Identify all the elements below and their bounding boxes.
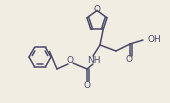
Text: O: O bbox=[83, 81, 90, 90]
Text: O: O bbox=[94, 5, 101, 13]
Text: NH: NH bbox=[87, 56, 101, 64]
Text: O: O bbox=[126, 55, 133, 64]
Text: OH: OH bbox=[148, 35, 162, 44]
Text: O: O bbox=[66, 56, 73, 65]
